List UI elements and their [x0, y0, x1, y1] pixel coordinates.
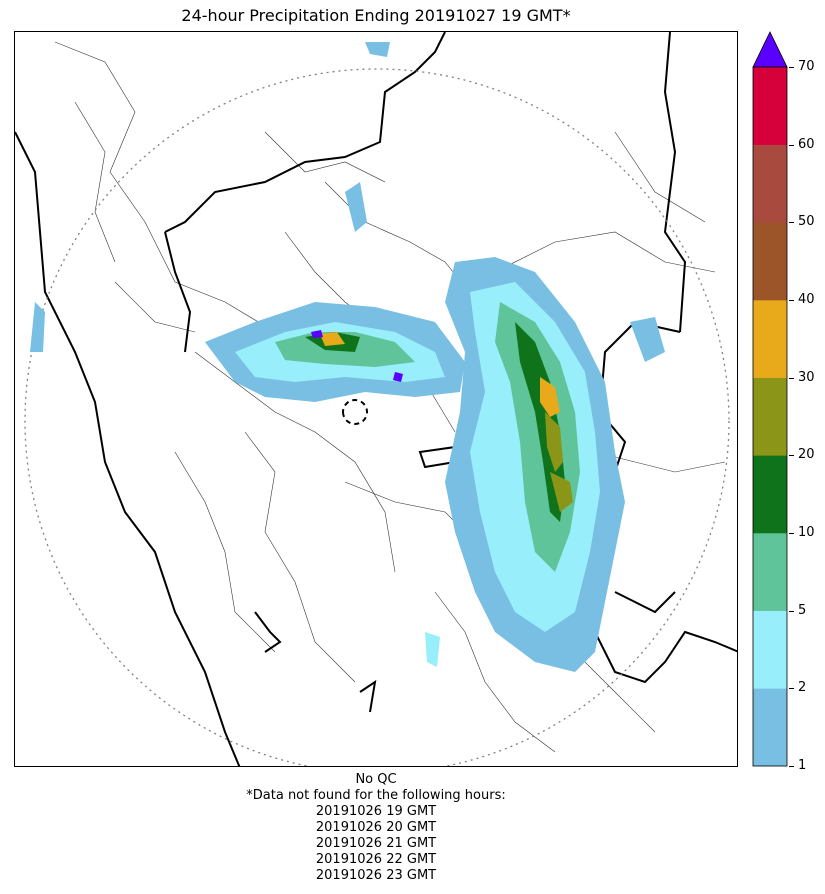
colorbar-tick-label: 1 — [798, 758, 807, 773]
colorbar — [751, 31, 789, 767]
missing-hour: 20191026 19 GMT — [315, 804, 437, 819]
precipitation-field — [30, 42, 665, 672]
map-canvas — [15, 32, 737, 766]
missing-hour: 20191026 21 GMT — [315, 836, 437, 851]
missing-hour: 20191026 23 GMT — [315, 868, 437, 883]
colorbar-frame — [752, 66, 788, 767]
colorbar-band — [753, 67, 787, 145]
colorbar-tick — [789, 144, 794, 146]
colorbar-band — [753, 610, 787, 689]
colorbar-band — [753, 688, 787, 767]
colorbar-tick-label: 2 — [798, 680, 807, 696]
colorbar-tick — [789, 766, 794, 767]
missing-hour: 20191026 22 GMT — [315, 852, 437, 867]
colorbar-tick-label: 5 — [798, 602, 807, 618]
range-ring — [24, 68, 730, 766]
missing-hour: 20191026 20 GMT — [315, 820, 437, 835]
colorbar-band — [753, 300, 787, 378]
colorbar-tick — [789, 688, 794, 690]
colorbar-tick-label: 40 — [798, 292, 815, 307]
colorbar-extend-arrow — [752, 31, 788, 68]
chart-title: 24-hour Precipitation Ending 20191027 19… — [181, 6, 571, 25]
colorbar-tick-label: 10 — [798, 525, 815, 540]
colorbar-tick-label: 30 — [798, 369, 815, 385]
colorbar-tick-label: 70 — [798, 59, 815, 74]
radar-map[interactable] — [14, 31, 738, 767]
colorbar-band — [753, 144, 787, 223]
colorbar-tick — [789, 610, 794, 612]
state-boundaries — [15, 32, 737, 766]
colorbar-band — [753, 222, 787, 301]
colorbar-band — [753, 377, 787, 456]
colorbar-band — [753, 533, 787, 611]
colorbar-band — [753, 455, 787, 534]
district-boundaries — [54, 41, 726, 753]
colorbar-tick-label: 50 — [798, 214, 815, 230]
colorbar-tick — [789, 455, 794, 457]
qc-status: No QC — [355, 772, 397, 787]
missing-data-note: *Data not found for the following hours: — [246, 788, 506, 803]
colorbar-tick — [789, 67, 794, 68]
colorbar-tick — [789, 222, 794, 224]
colorbar-svg — [752, 31, 788, 767]
colorbar-tick — [789, 533, 794, 534]
colorbar-tick — [789, 300, 794, 301]
colorbar-tick — [789, 377, 794, 379]
colorbar-tick-label: 60 — [798, 136, 815, 152]
colorbar-tick-label: 20 — [798, 447, 815, 463]
footer-notes: No QC *Data not found for the following … — [14, 772, 738, 884]
